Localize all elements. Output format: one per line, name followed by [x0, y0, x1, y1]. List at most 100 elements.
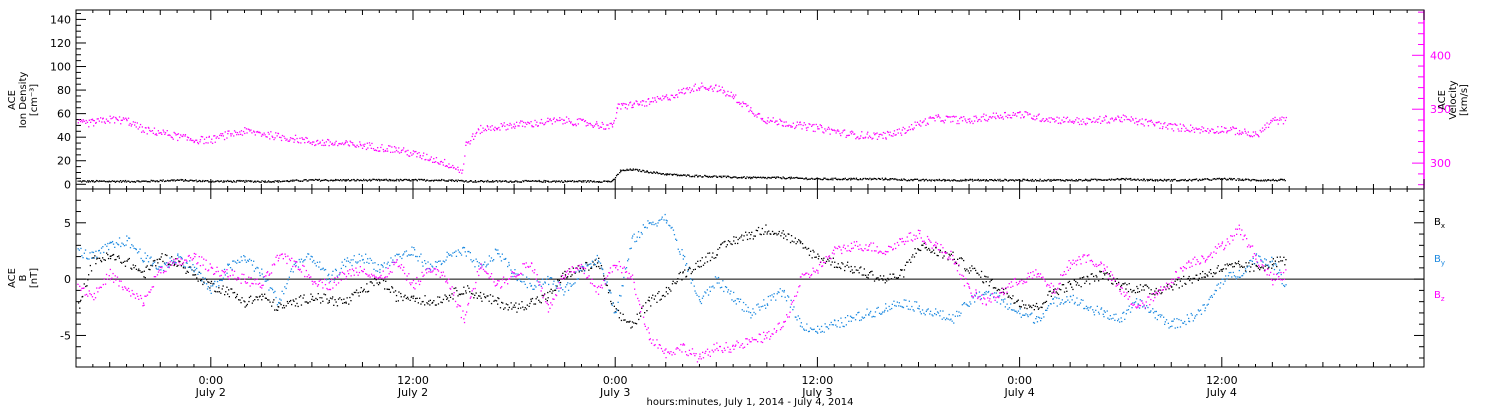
data-point: [347, 257, 348, 258]
data-point: [451, 167, 452, 168]
data-point: [84, 253, 85, 254]
data-point: [858, 179, 859, 180]
data-point: [250, 296, 251, 297]
data-point: [645, 302, 646, 303]
data-point: [383, 149, 384, 150]
data-point: [1167, 284, 1168, 285]
data-point: [676, 94, 677, 95]
data-point: [1189, 321, 1190, 322]
data-point: [942, 310, 943, 311]
data-point: [194, 274, 195, 275]
data-point: [1237, 276, 1238, 277]
data-point: [1223, 268, 1224, 269]
data-point: [774, 233, 775, 234]
data-point: [470, 140, 471, 141]
x-tick-date: July 4: [1206, 386, 1237, 399]
data-point: [803, 125, 804, 126]
data-point: [888, 132, 889, 133]
data-point: [514, 269, 515, 270]
data-point: [1081, 299, 1082, 300]
data-point: [756, 177, 757, 178]
data-point: [95, 251, 96, 252]
data-point: [481, 298, 482, 299]
data-point: [133, 245, 134, 246]
data-point: [608, 290, 609, 291]
data-point: [544, 124, 545, 125]
data-point: [1037, 306, 1038, 307]
data-point: [89, 120, 90, 121]
data-point: [764, 305, 765, 306]
data-point: [265, 180, 266, 181]
data-point: [514, 307, 515, 308]
data-point: [937, 180, 938, 181]
data-point: [824, 178, 825, 179]
data-point: [666, 174, 667, 175]
data-point: [611, 123, 612, 124]
data-point: [1047, 308, 1048, 309]
data-point: [787, 295, 788, 296]
data-point: [727, 291, 728, 292]
data-point: [829, 324, 830, 325]
data-point: [1103, 316, 1104, 317]
data-point: [221, 135, 222, 136]
data-point: [271, 306, 272, 307]
data-point: [202, 277, 203, 278]
data-point: [970, 303, 971, 304]
data-point: [649, 222, 650, 223]
data-point: [1051, 117, 1052, 118]
data-point: [850, 131, 851, 132]
data-point: [402, 300, 403, 301]
data-point: [661, 100, 662, 101]
data-point: [1034, 323, 1035, 324]
data-point: [1178, 128, 1179, 129]
data-point: [872, 179, 873, 180]
data-point: [1060, 302, 1061, 303]
data-point: [1154, 124, 1155, 125]
data-point: [436, 180, 437, 181]
data-point: [1107, 310, 1108, 311]
data-point: [939, 251, 940, 252]
data-point: [226, 287, 227, 288]
data-point: [806, 323, 807, 324]
data-point: [1215, 132, 1216, 133]
data-point: [156, 269, 157, 270]
data-point: [628, 259, 629, 260]
data-point: [225, 291, 226, 292]
data-point: [1174, 318, 1175, 319]
data-point: [670, 99, 671, 100]
data-point: [442, 302, 443, 303]
data-point: [178, 256, 179, 257]
data-point: [758, 177, 759, 178]
data-point: [566, 284, 567, 285]
data-point: [415, 151, 416, 152]
data-point: [362, 180, 363, 181]
data-point: [113, 254, 114, 255]
data-point: [323, 268, 324, 269]
data-point: [717, 91, 718, 92]
data-point: [1008, 295, 1009, 296]
data-point: [717, 282, 718, 283]
data-point: [562, 123, 563, 124]
data-point: [309, 179, 310, 180]
data-point: [226, 137, 227, 138]
data-point: [401, 150, 402, 151]
data-point: [479, 296, 480, 297]
data-point: [396, 301, 397, 302]
data-point: [633, 322, 634, 323]
data-point: [202, 284, 203, 285]
data-point: [886, 138, 887, 139]
data-point: [1225, 264, 1226, 265]
data-point: [404, 295, 405, 296]
data-point: [473, 297, 474, 298]
data-point: [715, 257, 716, 258]
data-point: [1133, 290, 1134, 291]
data-point: [417, 298, 418, 299]
data-point: [883, 275, 884, 276]
data-point: [914, 310, 915, 311]
data-point: [427, 261, 428, 262]
data-point: [1150, 179, 1151, 180]
data-point: [264, 279, 265, 280]
data-point: [560, 282, 561, 283]
data-point: [457, 167, 458, 168]
data-point: [496, 180, 497, 181]
